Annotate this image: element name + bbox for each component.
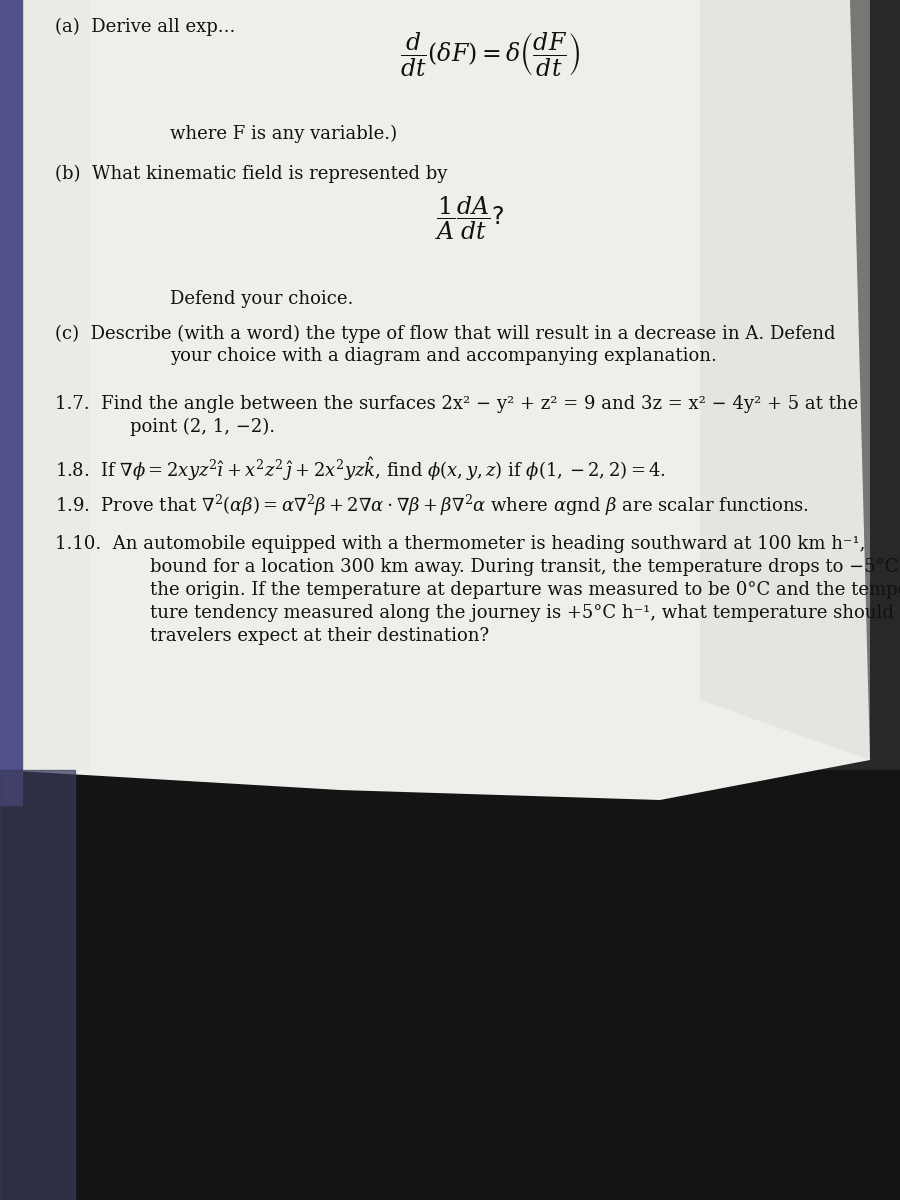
Text: $\dfrac{1}{A}\dfrac{dA}{dt}$?: $\dfrac{1}{A}\dfrac{dA}{dt}$?: [435, 194, 505, 242]
Text: (a)  Derive all exp...: (a) Derive all exp...: [55, 18, 236, 36]
Polygon shape: [0, 0, 90, 770]
Text: 1.7.  Find the angle between the surfaces 2x² − y² + z² = 9 and 3z = x² − 4y² + : 1.7. Find the angle between the surfaces…: [55, 395, 859, 413]
Text: point (2, 1, −2).: point (2, 1, −2).: [130, 418, 275, 437]
Text: the origin. If the temperature at departure was measured to be 0°C and the tempe: the origin. If the temperature at depart…: [150, 581, 900, 599]
Text: your choice with a diagram and accompanying explanation.: your choice with a diagram and accompany…: [170, 347, 717, 365]
Text: (b)  What kinematic field is represented by: (b) What kinematic field is represented …: [55, 164, 447, 184]
Text: 1.9.  Prove that $\nabla^2(\alpha\beta) = \alpha\nabla^2\beta + 2\nabla\alpha \c: 1.9. Prove that $\nabla^2(\alpha\beta) =…: [55, 493, 809, 518]
Text: Defend your choice.: Defend your choice.: [170, 290, 354, 308]
Polygon shape: [0, 0, 870, 800]
Text: ture tendency measured along the journey is +5°C h⁻¹, what temperature should th: ture tendency measured along the journey…: [150, 604, 900, 622]
Text: 1.8.  If $\nabla\phi = 2xyz^2\hat{\imath} + x^2z^2\,\hat{\jmath} + 2x^2yz\hat{k}: 1.8. If $\nabla\phi = 2xyz^2\hat{\imath}…: [55, 455, 666, 482]
Text: $\dfrac{d}{dt}(\delta F) = \delta\left(\dfrac{dF}{dt}\right)$: $\dfrac{d}{dt}(\delta F) = \delta\left(\…: [400, 30, 580, 78]
Text: travelers expect at their destination?: travelers expect at their destination?: [150, 626, 489, 646]
Bar: [0, 0, 22, 805]
Text: where F is any variable.): where F is any variable.): [170, 125, 397, 143]
Bar: [0, 770, 900, 1200]
Text: bound for a location 300 km away. During transit, the temperature drops to −5°C : bound for a location 300 km away. During…: [150, 558, 900, 576]
Text: (c)  Describe (with a word) the type of flow that will result in a decrease in A: (c) Describe (with a word) the type of f…: [55, 325, 835, 343]
Polygon shape: [700, 0, 870, 760]
Text: 1.10.  An automobile equipped with a thermometer is heading southward at 100 km : 1.10. An automobile equipped with a ther…: [55, 535, 866, 553]
Bar: [0, 770, 75, 1200]
